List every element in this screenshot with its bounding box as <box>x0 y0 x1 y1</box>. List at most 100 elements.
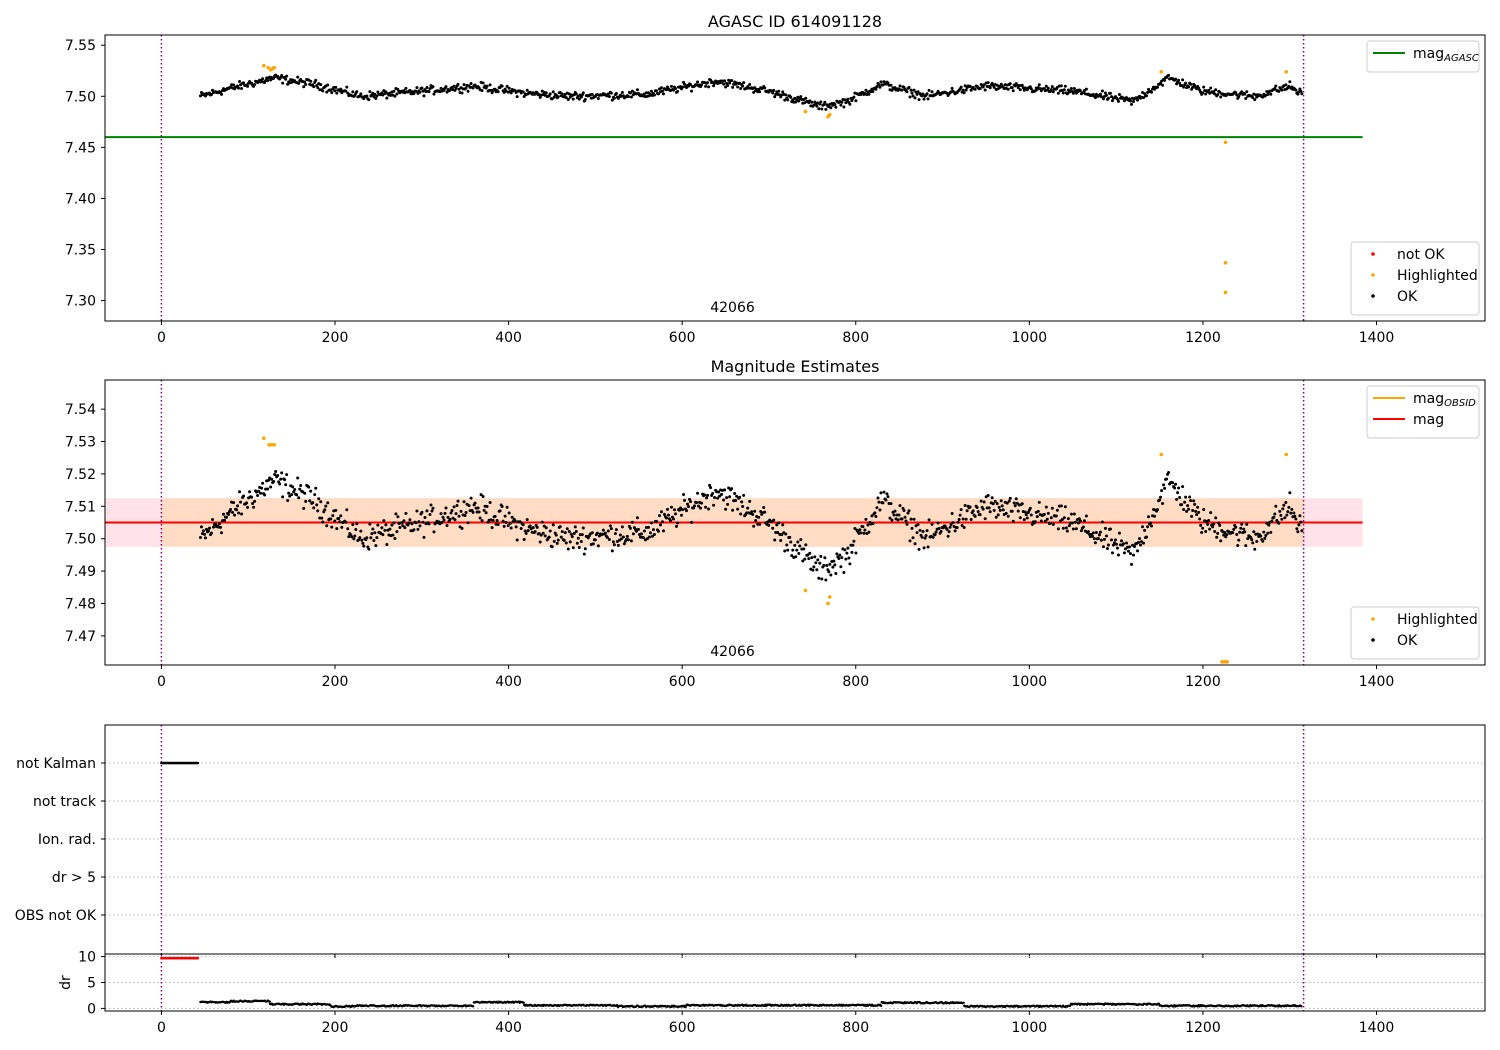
ok-point <box>1056 527 1060 531</box>
ok-point <box>1174 482 1178 486</box>
ok-point <box>988 86 992 90</box>
highlighted-point <box>1225 659 1230 664</box>
ok-point <box>886 495 890 499</box>
ok-point <box>890 88 894 92</box>
ok-point <box>1092 537 1096 541</box>
ok-point <box>562 538 566 542</box>
ok-point <box>500 505 504 509</box>
ok-point <box>964 517 968 521</box>
ok-point <box>304 499 308 503</box>
ok-point <box>334 508 338 512</box>
ok-point <box>672 517 676 521</box>
ok-point <box>953 529 957 533</box>
ok-point <box>385 96 389 100</box>
ok-point <box>709 486 713 490</box>
ok-point <box>1011 519 1015 523</box>
flag-points <box>160 761 200 765</box>
ok-point <box>253 83 257 87</box>
ok-point <box>647 535 651 539</box>
ok-point <box>620 525 624 529</box>
ok-point <box>1191 508 1195 512</box>
ok-point <box>937 527 941 531</box>
ok-point <box>551 523 555 527</box>
ok-point <box>1211 525 1215 529</box>
ok-point <box>911 536 915 540</box>
ok-point <box>456 82 460 86</box>
ok-point <box>820 577 824 581</box>
ok-point <box>505 84 509 88</box>
ok-point <box>612 543 616 547</box>
ok-point <box>963 503 967 507</box>
ok-point <box>806 553 810 557</box>
ok-point <box>913 96 917 100</box>
ok-point <box>641 536 645 540</box>
ok-point <box>908 539 912 543</box>
ok-point <box>269 485 273 489</box>
ok-point <box>222 512 226 516</box>
ok-point <box>601 528 605 532</box>
ok-point <box>564 96 568 100</box>
legend-box <box>1350 241 1480 316</box>
ok-point <box>212 525 216 529</box>
ok-point <box>1216 531 1220 535</box>
ok-point <box>1079 529 1083 533</box>
ok-point <box>752 90 756 94</box>
obsid-label: 42066 <box>710 300 755 316</box>
ok-point <box>482 508 486 512</box>
ok-point <box>1147 515 1151 519</box>
ok-point <box>630 520 634 524</box>
ok-point <box>1109 95 1113 99</box>
ok-point <box>560 92 564 96</box>
ok-point <box>446 515 450 519</box>
ok-point <box>507 511 511 515</box>
ok-point <box>750 510 754 514</box>
ok-point <box>1035 515 1039 519</box>
ok-point <box>771 91 775 95</box>
ok-point <box>382 519 386 523</box>
ok-point <box>1212 522 1216 526</box>
ok-point <box>542 524 546 528</box>
ok-point <box>775 523 779 527</box>
dr-point <box>1300 1005 1303 1008</box>
ok-point <box>1294 88 1298 92</box>
ok-point <box>1234 525 1238 529</box>
ok-point <box>233 513 237 517</box>
ok-point <box>846 97 850 101</box>
ok-point <box>1149 521 1153 525</box>
ok-point <box>879 491 883 495</box>
ok-point <box>510 515 514 519</box>
ok-point <box>218 522 222 526</box>
x-tick-label: 800 <box>842 1020 869 1036</box>
ok-point <box>314 486 318 490</box>
ok-point <box>242 494 246 498</box>
ok-point <box>786 98 790 102</box>
ok-point <box>1289 511 1293 515</box>
ok-point <box>988 510 992 514</box>
ok-point <box>810 556 814 560</box>
legend-label-subscript: OBSID <box>1444 398 1476 409</box>
ok-point <box>697 504 701 508</box>
ok-point <box>313 493 317 497</box>
ok-point <box>934 530 938 534</box>
ok-point <box>551 90 555 94</box>
ok-point <box>1093 541 1097 545</box>
ok-point <box>287 491 291 495</box>
ok-point <box>1192 499 1196 503</box>
ok-point <box>317 497 321 501</box>
ok-point <box>548 92 552 96</box>
ok-point <box>1163 486 1167 490</box>
ok-point <box>788 535 792 539</box>
ok-point <box>1182 85 1186 89</box>
ok-point <box>1261 539 1265 543</box>
ok-point <box>1145 535 1149 539</box>
ok-point <box>285 74 289 78</box>
ok-point <box>312 506 316 510</box>
ok-point <box>223 518 227 522</box>
ok-point <box>1269 92 1273 96</box>
ok-point <box>281 81 285 85</box>
ok-point <box>723 79 727 83</box>
ok-point <box>1290 507 1294 511</box>
ok-point <box>635 88 639 92</box>
ok-point <box>620 91 624 95</box>
ok-point <box>330 91 334 95</box>
